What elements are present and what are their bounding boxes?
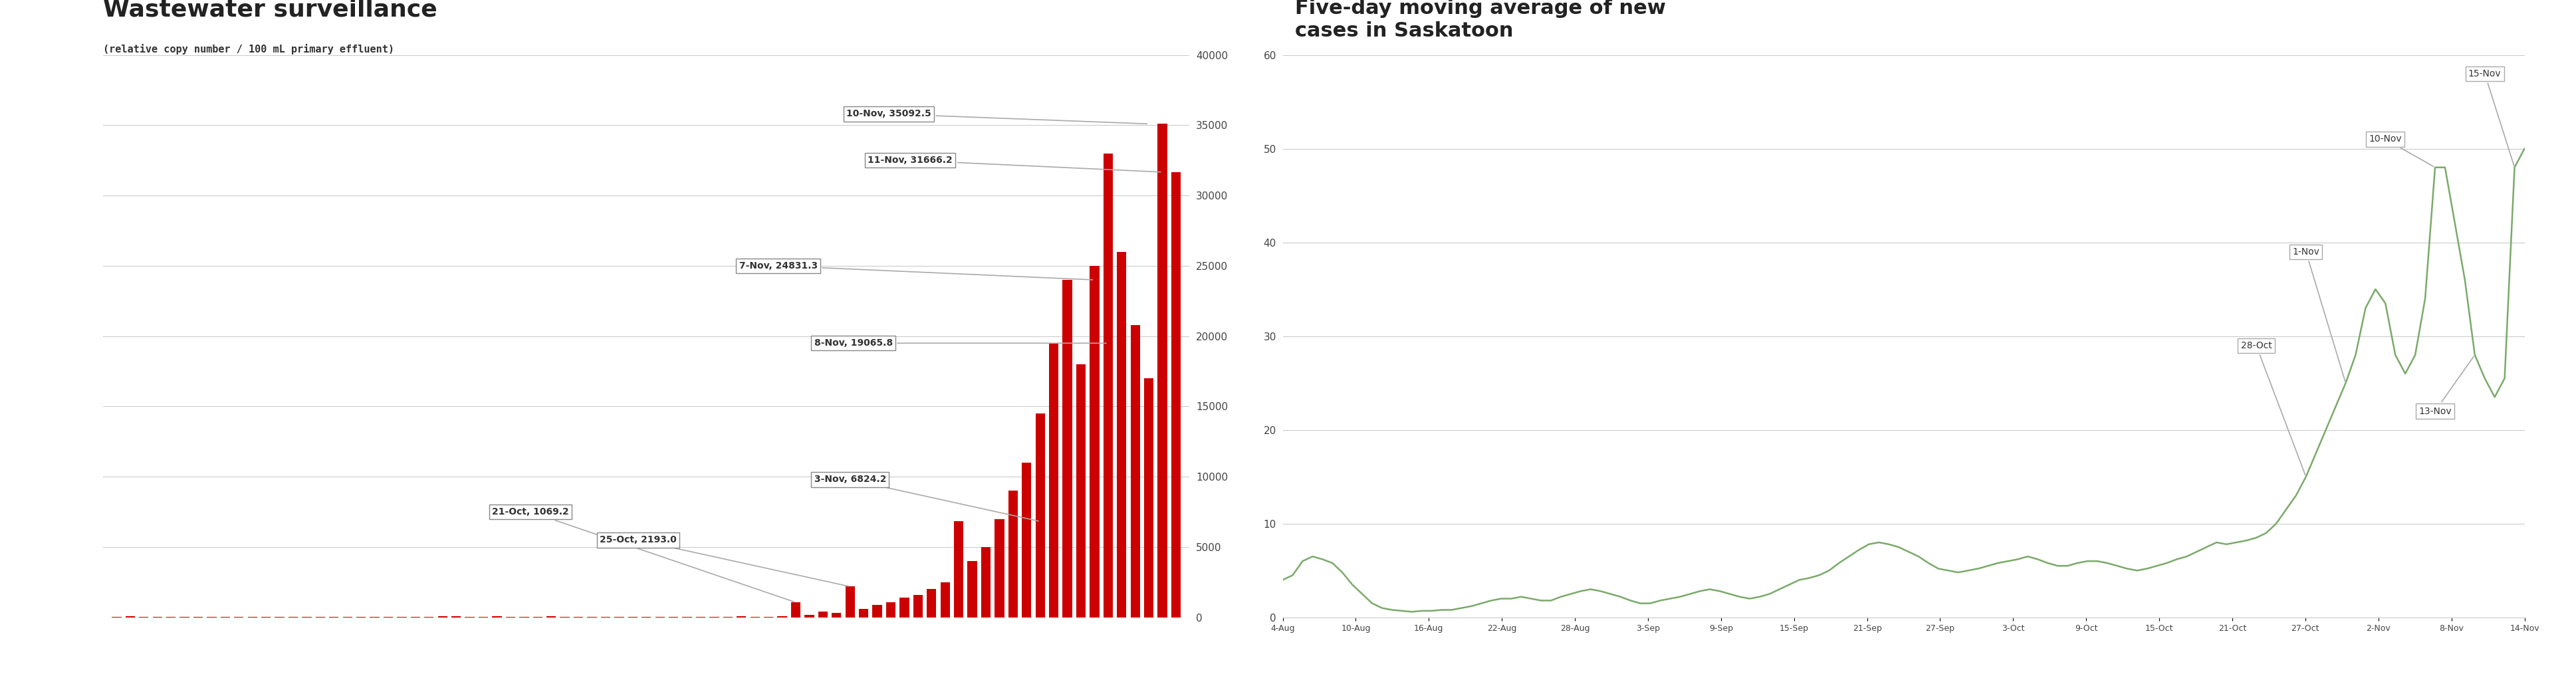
Text: 7-Nov, 24831.3: 7-Nov, 24831.3 [739,261,1092,280]
Bar [940,582,951,617]
Text: 3-Nov, 6824.2: 3-Nov, 6824.2 [814,475,1038,521]
Bar [804,615,814,617]
Text: 8-Nov, 19065.8: 8-Nov, 19065.8 [814,338,1105,348]
Bar [1036,414,1046,617]
Bar [1118,252,1126,617]
Bar [1048,343,1059,617]
Bar [858,609,868,617]
Bar [791,602,801,617]
Bar [492,616,502,617]
Bar [845,587,855,617]
Bar [994,519,1005,617]
Bar [1172,172,1180,617]
Bar [1131,325,1141,617]
Bar [1103,153,1113,617]
Text: 10-Nov: 10-Nov [2370,134,2434,167]
Bar [1061,280,1072,617]
Bar [451,616,461,617]
Text: 1-Nov: 1-Nov [2293,247,2344,381]
Bar [1157,124,1167,617]
Text: 15-Nov: 15-Nov [2468,69,2514,165]
Text: 21-Oct, 1069.2: 21-Oct, 1069.2 [492,507,793,602]
Bar [1023,462,1030,617]
Bar [914,595,922,617]
Bar [819,612,827,617]
Bar [832,613,842,617]
Text: 13-Nov: 13-Nov [2419,357,2473,416]
Text: 28-Oct: 28-Oct [2241,341,2306,475]
Bar [969,561,976,617]
Text: Wastewater surveillance: Wastewater surveillance [103,0,438,21]
Bar [1090,265,1100,617]
Text: 11-Nov, 31666.2: 11-Nov, 31666.2 [868,156,1162,172]
Bar [953,521,963,617]
Bar [899,598,909,617]
Bar [886,602,896,617]
Bar [1077,364,1084,617]
Bar [737,616,747,617]
Text: Five-day moving average of new
cases in Saskatoon: Five-day moving average of new cases in … [1296,0,1667,40]
Bar [126,616,134,617]
Bar [1144,378,1154,617]
Bar [438,616,448,617]
Text: (relative copy number / 100 mL primary effluent): (relative copy number / 100 mL primary e… [103,44,394,54]
Bar [927,589,935,617]
Bar [778,616,786,617]
Text: 10-Nov, 35092.5: 10-Nov, 35092.5 [848,109,1146,123]
Bar [1007,491,1018,617]
Bar [981,547,992,617]
Text: 25-Oct, 2193.0: 25-Oct, 2193.0 [600,535,848,586]
Bar [873,605,881,617]
